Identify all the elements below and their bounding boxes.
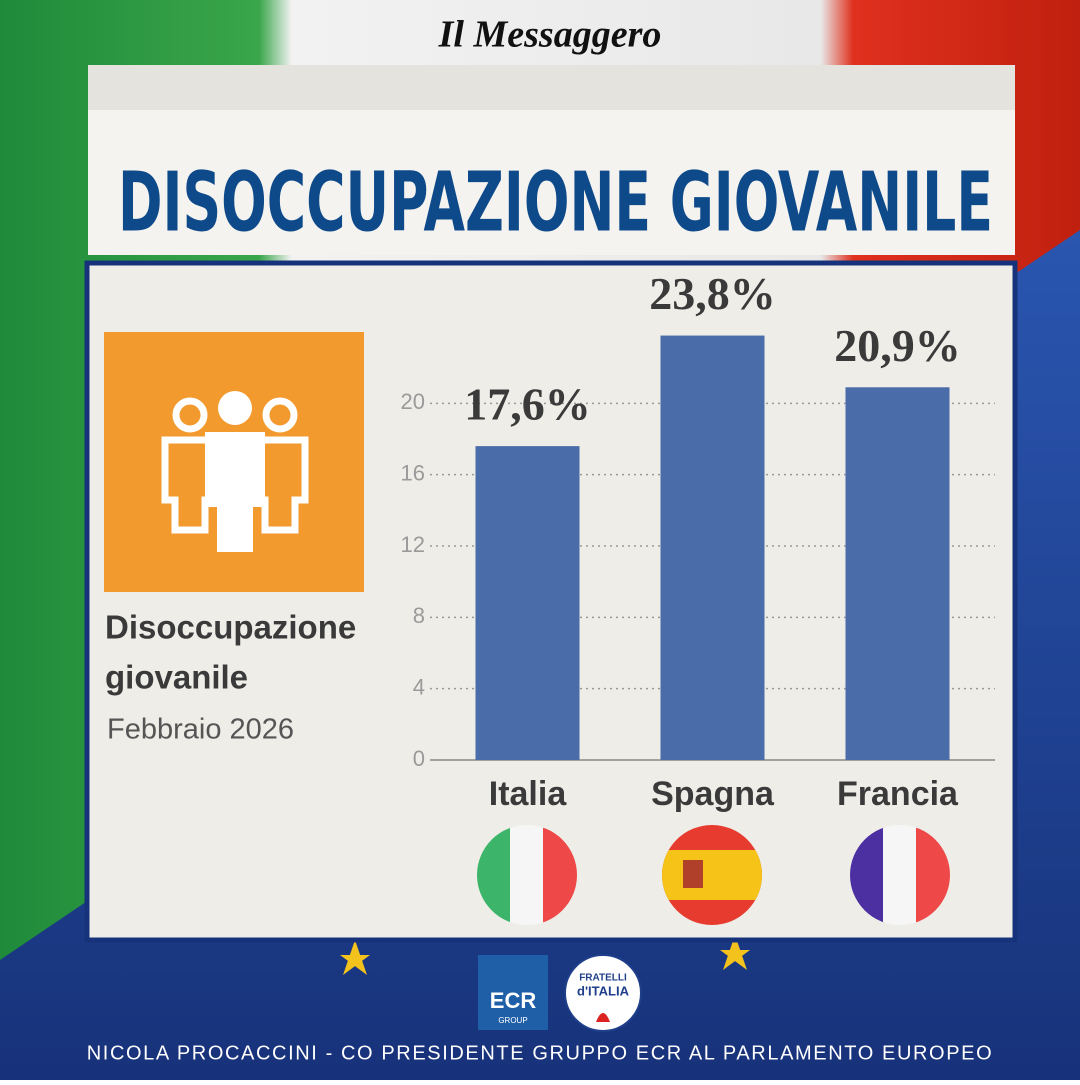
value-label: 20,9% [834,320,961,371]
y-tick-label: 16 [401,460,425,485]
x-tick-label: Italia [489,775,568,813]
star [340,940,370,975]
x-tick-label: Francia [837,775,959,813]
value-label: 17,6% [464,379,591,430]
panel-title: Disoccupazione [105,609,356,646]
bar [475,446,580,760]
subtitle: Febbraio 2026 [107,714,294,746]
bar [845,387,950,760]
value-label: 23,8% [649,268,776,319]
footer: NICOLA PROCACCINI - CO PRESIDENTE GRUPPO… [87,1042,994,1064]
ecr-text: ECR [490,988,537,1013]
fdi-text: d'ITALIA [577,983,630,998]
torn-edge [88,65,1015,110]
person-icon [205,391,265,552]
y-tick-label: 20 [401,389,425,414]
y-tick-label: 0 [413,746,425,771]
y-tick-label: 8 [413,603,425,628]
flag-italy [477,825,577,925]
y-tick-label: 12 [401,532,425,557]
headline: DISOCCUPAZIONE GIOVANILE [118,155,993,250]
bar [660,335,765,760]
panel-title: giovanile [105,659,248,696]
y-tick-label: 4 [413,674,425,699]
newspaper: Il Messaggero [438,14,662,56]
star [720,935,750,970]
fdi-text: FRATELLI [579,973,627,984]
ecr-logo [478,955,548,1030]
x-tick-label: Spagna [651,775,775,813]
fdi-logo [564,954,642,1032]
ecr-sub: GROUP [498,1016,527,1025]
flag-spain [662,825,762,925]
fdi-flame [596,1013,610,1022]
flags [477,825,950,925]
flag-france [850,825,950,925]
